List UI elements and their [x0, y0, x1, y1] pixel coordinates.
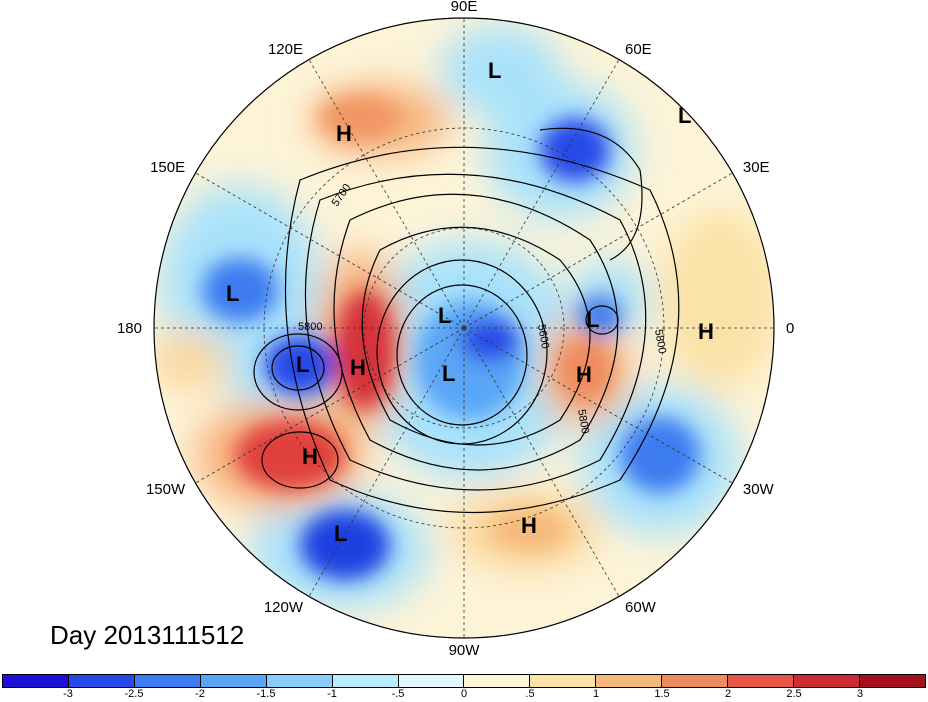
contour-label: 5800	[575, 408, 591, 434]
pressure-center: L	[586, 307, 599, 332]
colorbar-tick-label: -.5	[391, 688, 405, 700]
pressure-center: H	[302, 444, 318, 469]
meridian-line	[195, 327, 465, 484]
longitude-label: 60E	[625, 41, 652, 58]
pressure-center: L	[226, 281, 239, 306]
colorbar-segment	[332, 675, 399, 687]
pressure-center: L	[334, 521, 347, 546]
pressure-center: H	[350, 355, 366, 380]
meridian-line	[463, 172, 733, 329]
colorbar-segment	[794, 675, 860, 687]
meridian-line	[463, 327, 733, 484]
meridian-line	[308, 59, 465, 329]
longitude-label: 150E	[150, 159, 185, 176]
colorbar-segment	[200, 675, 267, 687]
pressure-centers: L L L H L L H H L L L H H H	[226, 58, 714, 546]
longitude-label: 60W	[625, 599, 657, 616]
colorbar-tick-label: 2	[724, 688, 732, 700]
colorbar-tick-label: 1	[592, 688, 600, 700]
longitude-label: 180	[117, 320, 142, 337]
colorbar-tick-label: 1.5	[654, 688, 670, 700]
colorbar-tick-label: -3	[63, 688, 73, 700]
contour-label: 5800	[298, 321, 322, 333]
colorbar-segment	[68, 675, 135, 687]
colorbar	[2, 674, 926, 688]
colorbar-tick-label: 3	[856, 688, 864, 700]
pressure-center: L	[678, 103, 691, 128]
contour-label: 5800	[652, 328, 668, 354]
colorbar-segment	[464, 675, 531, 687]
map-boundary	[153, 17, 775, 639]
colorbar-segment	[530, 675, 597, 687]
colorbar-tick-label: -1.5	[256, 688, 276, 700]
longitude-label: 30W	[743, 481, 775, 498]
colorbar-tick-labels: -3 -2.5 -2 -1.5 -1 -.5 0 .5 1 1.5 2 2.5 3	[2, 688, 926, 702]
colorbar-segment	[728, 675, 795, 687]
colorbar-segment	[662, 675, 729, 687]
colorbar-segment	[859, 675, 925, 687]
meridian-line	[463, 59, 620, 329]
colorbar-segment	[134, 675, 201, 687]
colorbar-tick-label: 0	[460, 688, 468, 700]
longitude-label: 30E	[743, 159, 770, 176]
valid-time-label: Day 2013111512	[50, 620, 245, 650]
longitude-labels: 90E 60E 30E 0 30W 60W 90W 120W 150W 180 150E 120E	[117, 0, 794, 659]
anomaly-field	[154, 18, 774, 638]
pressure-center: L	[442, 361, 455, 386]
pressure-center: L	[438, 303, 451, 328]
longitude-label: 120W	[264, 599, 304, 616]
colorbar-tick-label: -2.5	[124, 688, 144, 700]
longitude-label: 150W	[146, 481, 186, 498]
pressure-center: L	[296, 352, 309, 377]
colorbar-segment	[398, 675, 465, 687]
graticule	[154, 18, 774, 638]
meridian-line	[195, 172, 465, 329]
pressure-center: H	[576, 362, 592, 387]
longitude-label: 90E	[451, 0, 478, 15]
colorbar-segment	[596, 675, 663, 687]
colorbar-tick-label: .5	[525, 688, 535, 700]
colorbar-tick-label: 2.5	[786, 688, 802, 700]
colorbar-tick-label: -2	[195, 688, 205, 700]
meridian-line	[463, 327, 620, 597]
contour-label: 5600	[535, 323, 551, 349]
longitude-label: 90W	[449, 642, 481, 659]
height-contours	[253, 127, 680, 514]
pressure-center: L	[488, 58, 501, 83]
colorbar-segment	[266, 675, 333, 687]
pressure-center: H	[698, 319, 714, 344]
colorbar-tick-label: -1	[327, 688, 337, 700]
pressure-center: H	[336, 121, 352, 146]
pressure-center: H	[521, 513, 537, 538]
meridian-line	[308, 327, 465, 597]
colorbar-segment	[3, 675, 69, 687]
longitude-label: 0	[786, 320, 794, 337]
longitude-label: 120E	[268, 41, 303, 58]
